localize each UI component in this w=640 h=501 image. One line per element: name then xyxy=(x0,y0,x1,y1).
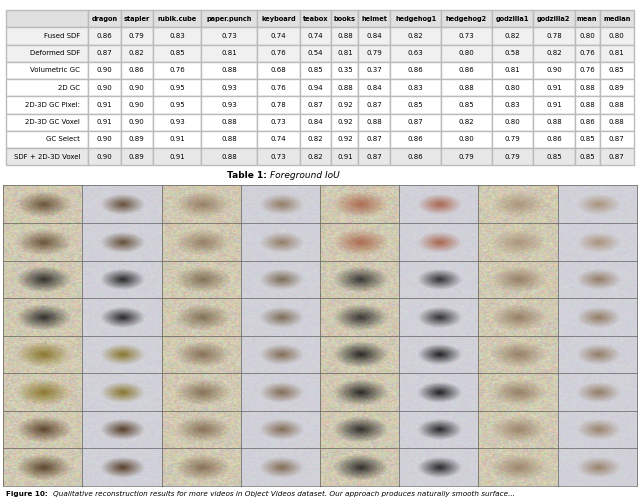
Text: Foreground IoU: Foreground IoU xyxy=(270,171,340,180)
Text: Figure 10:: Figure 10: xyxy=(6,491,51,497)
Text: Qualitative reconstruction results for more videos in Object Videos dataset. Our: Qualitative reconstruction results for m… xyxy=(54,491,515,497)
Text: Table 1:: Table 1: xyxy=(227,171,270,180)
